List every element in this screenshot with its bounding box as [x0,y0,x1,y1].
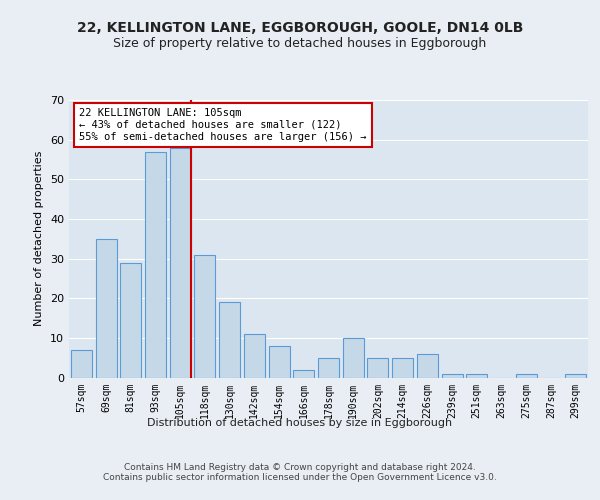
Bar [170,148,191,378]
Bar [219,302,240,378]
Bar [417,354,438,378]
Text: Size of property relative to detached houses in Eggborough: Size of property relative to detached ho… [113,38,487,51]
Text: Contains HM Land Registry data © Crown copyright and database right 2024.
Contai: Contains HM Land Registry data © Crown c… [103,463,497,482]
Bar [293,370,314,378]
Text: Distribution of detached houses by size in Eggborough: Distribution of detached houses by size … [148,418,452,428]
Y-axis label: Number of detached properties: Number of detached properties [34,151,44,326]
Bar [442,374,463,378]
Bar [71,350,92,378]
Bar [145,152,166,378]
Bar [318,358,339,378]
Bar [466,374,487,378]
Text: 22 KELLINGTON LANE: 105sqm
← 43% of detached houses are smaller (122)
55% of sem: 22 KELLINGTON LANE: 105sqm ← 43% of deta… [79,108,367,142]
Bar [194,254,215,378]
Bar [269,346,290,378]
Bar [244,334,265,378]
Bar [95,239,116,378]
Bar [516,374,537,378]
Bar [565,374,586,378]
Bar [120,262,141,378]
Bar [392,358,413,378]
Bar [367,358,388,378]
Text: 22, KELLINGTON LANE, EGGBOROUGH, GOOLE, DN14 0LB: 22, KELLINGTON LANE, EGGBOROUGH, GOOLE, … [77,20,523,34]
Bar [343,338,364,378]
